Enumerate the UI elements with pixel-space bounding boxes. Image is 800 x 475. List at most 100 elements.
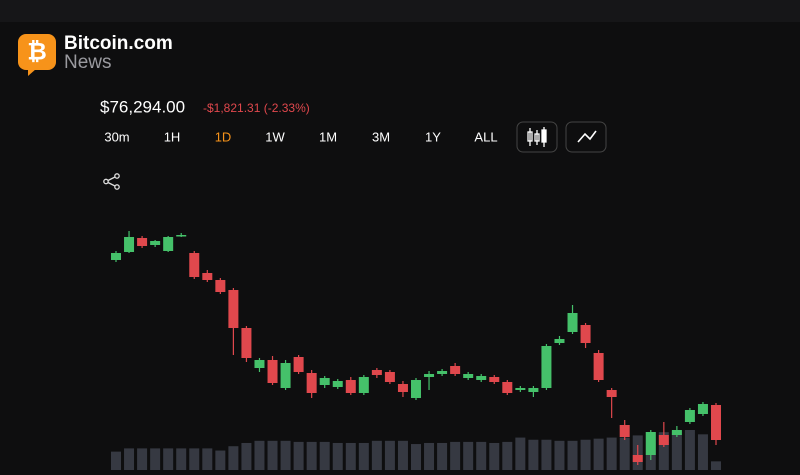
volume-bar [593,438,604,470]
candle-icon [527,127,547,147]
volume-bar [267,440,278,470]
volume-bar [358,442,369,470]
candle-body [345,380,356,393]
range-tab[interactable]: 30m [104,129,129,144]
volume-bar [345,442,356,470]
volume-bar [176,448,187,470]
volume-bar [189,448,200,470]
candle-body [293,357,304,372]
range-tab[interactable]: ALL [474,129,497,144]
volume-bar [254,440,265,470]
candle-body [697,404,708,414]
range-tab[interactable]: 1D [215,129,232,144]
candle-body [254,360,265,368]
candle-body [150,241,161,245]
volume-bar [671,431,682,470]
candle-body [528,388,539,392]
volume-bar [684,430,695,470]
candle-body [124,237,135,252]
candle-body [567,313,578,332]
volume-bar [489,442,500,470]
volume-bar [384,440,395,470]
candle-body [554,339,565,343]
logo[interactable] [18,34,56,70]
candle-body [619,425,630,437]
logo-glyph: ₿ [27,38,47,65]
candle-body [632,455,643,462]
candle-body [189,253,200,277]
logo-tail [28,68,36,76]
candle-body [450,366,461,374]
candle-body [424,374,435,377]
candle-body [437,371,448,374]
line-icon [577,130,597,143]
brand-sub: News [64,52,112,73]
candle-body [228,290,239,328]
candle-body [515,388,526,390]
volume-bar [476,441,487,470]
volume-bar [463,441,474,470]
candle-body [280,363,291,388]
volume-bar [450,441,461,470]
candlestick-chart [111,231,721,470]
candle-body [411,380,421,398]
volume-bar [554,440,565,470]
candle-body [163,237,174,251]
volume-bar [567,440,578,470]
volume-bar [319,441,330,470]
brand[interactable]: Bitcoin.com [64,33,173,54]
candle-body [684,410,695,422]
volume-bar [606,437,617,470]
range-tab[interactable]: 3M [372,129,390,144]
volume-bar [163,448,174,470]
candle-body [606,390,617,397]
volume-bar [332,442,343,470]
range-tab[interactable]: 1W [265,129,285,144]
volume-bar [528,439,539,470]
volume-bar [658,432,669,470]
range-tab[interactable]: 1H [164,129,181,144]
volume-bar [137,448,148,470]
candle-body [541,346,552,388]
candle-body [476,376,487,380]
volume-bar [371,440,382,470]
candle-body [306,373,317,393]
candle-body [358,377,369,393]
range-tabs: 30m 1H 1D 1W 1M 3M 1Y ALL [104,129,497,144]
volume-bar [711,461,721,470]
volume-bar [619,437,630,470]
candle-body [580,325,591,343]
candle-body [332,381,343,387]
volume-bar [280,440,291,470]
volume-bar [306,441,317,470]
candle-body [502,382,513,393]
share-icon[interactable] [103,173,120,190]
candle-button[interactable] [516,121,558,153]
volume-bar [293,441,304,470]
candle-body [215,280,226,292]
candle-body [267,360,278,383]
candle-body [111,253,121,260]
candle-body [645,432,656,455]
range-tab[interactable]: 1M [319,129,337,144]
candle-body [397,384,408,392]
range-tab[interactable]: 1Y [425,129,441,144]
candle-body [137,238,148,246]
volume-bar [411,444,421,470]
candle-body [384,372,395,382]
price: $76,294.00 [100,97,185,116]
volume-bar [697,434,708,470]
volume-bar [437,442,448,470]
candle-body [176,235,187,237]
line-button[interactable] [565,121,607,153]
volume-bar [580,439,591,470]
candle-body [319,378,330,385]
candle-body [658,435,669,445]
volume-bar [150,448,161,470]
volume-bar [502,441,513,470]
top-bar [0,0,800,22]
candle-body [463,374,474,378]
volume-bar [124,448,135,470]
candle-body [489,377,500,382]
